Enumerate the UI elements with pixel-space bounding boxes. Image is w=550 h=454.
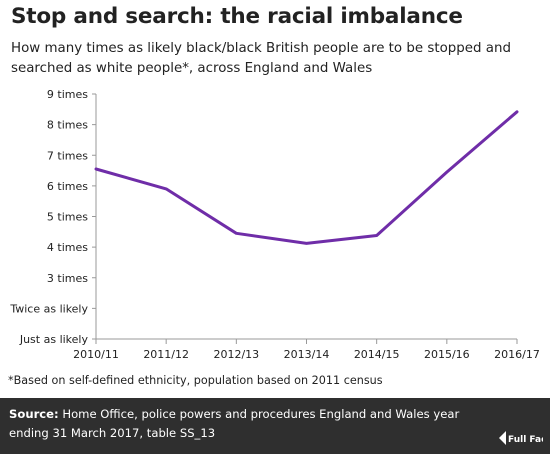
line-chart: Just as likely Twice as likely 3 times 4 ti… [9,88,540,361]
source-body: Home Office, police powers and procedure… [9,407,460,440]
x-axis: 2010/11 2011/12 2012/13 2013/14 2014/15 2015/… [73,338,540,361]
y-tick-label: 6 times [47,180,88,193]
series-line [94,110,519,245]
x-tick-label: 2011/12 [143,348,189,361]
logo-arrow-icon [499,431,506,445]
x-tick-label: 2010/11 [73,348,119,361]
y-tick-label: 9 times [47,88,88,101]
y-tick-label: 4 times [47,241,88,254]
source-text: Source: Home Office, police powers and p… [9,405,479,443]
x-tick-label: 2016/17 [494,348,540,361]
source-footer: Source: Home Office, police powers and p… [0,398,550,454]
full-fact-logo: Full Fact [499,431,543,445]
chart-title: Stop and search: the racial imbalance [11,4,463,29]
y-tick-label: Twice as likely [9,302,88,315]
x-tick-label: 2014/15 [354,348,400,361]
y-tick-label: Just as likely [19,333,89,346]
y-axis: Just as likely Twice as likely 3 times 4 ti… [9,88,97,346]
x-tick-label: 2013/14 [284,348,330,361]
footnote: *Based on self-defined ethnicity, popula… [8,374,383,387]
logo-text: Full Fact [508,435,543,445]
source-label: Source: [9,407,59,421]
chart-subtitle: How many times as likely black/black Bri… [11,41,511,76]
x-tick-label: 2012/13 [213,348,259,361]
y-tick-label: 7 times [47,149,88,162]
x-tick-label: 2015/16 [424,348,470,361]
y-tick-label: 8 times [47,119,88,132]
y-tick-label: 3 times [47,272,88,285]
series-layer [94,110,519,245]
y-tick-label: 5 times [47,211,88,224]
